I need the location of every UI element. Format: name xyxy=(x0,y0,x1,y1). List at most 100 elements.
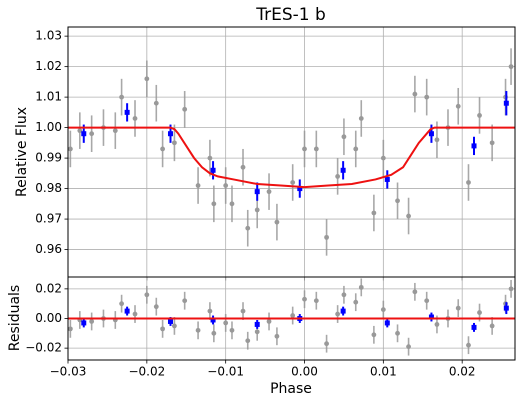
data-point xyxy=(508,64,514,70)
data-point xyxy=(153,100,159,106)
y-tick-label: 0.96 xyxy=(35,242,62,256)
data-point xyxy=(412,289,418,295)
data-point xyxy=(353,146,359,152)
y-tick-label: 0.00 xyxy=(35,311,62,325)
data-point xyxy=(160,146,166,152)
data-point xyxy=(172,140,177,146)
binned-point xyxy=(81,131,87,137)
data-point xyxy=(313,146,319,152)
data-point xyxy=(371,332,377,338)
data-point xyxy=(477,113,482,118)
data-point xyxy=(119,301,125,307)
x-axis-label: Phase xyxy=(270,381,312,397)
binned-point xyxy=(81,320,87,326)
binned-point xyxy=(254,189,260,195)
data-point xyxy=(508,286,514,292)
binned-point xyxy=(124,109,130,115)
data-point xyxy=(266,189,272,195)
data-point xyxy=(341,292,347,298)
data-point xyxy=(240,164,246,170)
data-point xyxy=(182,106,188,112)
data-point xyxy=(477,310,482,315)
data-point xyxy=(489,140,495,146)
binned-point xyxy=(384,320,390,326)
y-tick-label: 0.99 xyxy=(35,151,62,165)
data-point xyxy=(274,219,280,225)
x-tick-label: 0.01 xyxy=(370,365,397,379)
data-point xyxy=(290,180,296,185)
binned-point xyxy=(503,305,509,311)
model-line xyxy=(68,126,515,189)
binned-point xyxy=(210,317,216,323)
binned-point xyxy=(210,167,216,173)
data-point xyxy=(424,94,430,100)
data-point xyxy=(380,155,386,161)
binned-point xyxy=(340,308,346,314)
data-point xyxy=(245,225,251,231)
data-point xyxy=(245,338,251,344)
x-tick-label: −0.03 xyxy=(50,365,87,379)
data-point xyxy=(211,330,217,336)
x-tick-label: 0.00 xyxy=(291,365,318,379)
data-point xyxy=(132,311,138,317)
y-axis-label: Residuals xyxy=(7,285,23,351)
data-point xyxy=(353,299,359,305)
binned-point xyxy=(124,308,130,314)
x-tick-label: 0.02 xyxy=(449,365,476,379)
binned-point xyxy=(254,321,260,327)
data-point xyxy=(324,341,329,347)
data-point xyxy=(395,330,400,336)
y-tick-label: 1.03 xyxy=(35,29,62,43)
data-point xyxy=(466,180,471,185)
data-point xyxy=(335,173,341,179)
data-point xyxy=(254,329,260,335)
data-point xyxy=(395,198,400,204)
data-point xyxy=(434,137,440,143)
data-point xyxy=(144,76,150,82)
data-point xyxy=(211,201,217,207)
data-point xyxy=(89,131,95,137)
y-tick-label: 1.02 xyxy=(35,59,62,73)
data-point xyxy=(119,94,125,100)
binned-point xyxy=(428,131,434,137)
y-tick-label: 0.97 xyxy=(35,212,62,226)
data-point xyxy=(240,308,246,314)
data-point xyxy=(466,342,471,348)
data-point xyxy=(489,323,495,329)
data-point xyxy=(182,298,188,304)
x-tick-label: −0.01 xyxy=(207,365,244,379)
data-point xyxy=(424,298,430,304)
y-axis-label: Relative Flux xyxy=(14,107,30,197)
data-point xyxy=(313,298,319,304)
data-point xyxy=(195,183,201,188)
binned-point xyxy=(471,324,477,330)
data-point xyxy=(335,311,341,317)
data-point xyxy=(274,333,280,339)
data-point xyxy=(68,146,73,152)
data-point xyxy=(358,284,364,290)
data-point xyxy=(254,207,260,213)
y-tick-label: −0.02 xyxy=(25,341,62,355)
x-tick-label: −0.02 xyxy=(128,365,165,379)
data-point xyxy=(229,327,235,333)
data-point xyxy=(112,128,118,134)
binned-point xyxy=(384,176,390,182)
binned-point xyxy=(471,143,477,149)
data-point xyxy=(455,103,461,109)
data-point xyxy=(223,183,229,188)
data-point xyxy=(406,344,411,350)
y-tick-label: 1.00 xyxy=(35,120,62,134)
data-point xyxy=(229,201,235,207)
y-tick-label: 1.01 xyxy=(35,90,62,104)
data-point xyxy=(207,308,213,314)
data-point xyxy=(324,234,329,240)
data-point xyxy=(302,146,307,152)
binned-point xyxy=(503,100,509,106)
data-point xyxy=(207,155,213,161)
data-point xyxy=(406,213,411,219)
plot-frame xyxy=(67,26,516,278)
binned-point xyxy=(167,318,173,324)
data-point xyxy=(455,305,461,311)
